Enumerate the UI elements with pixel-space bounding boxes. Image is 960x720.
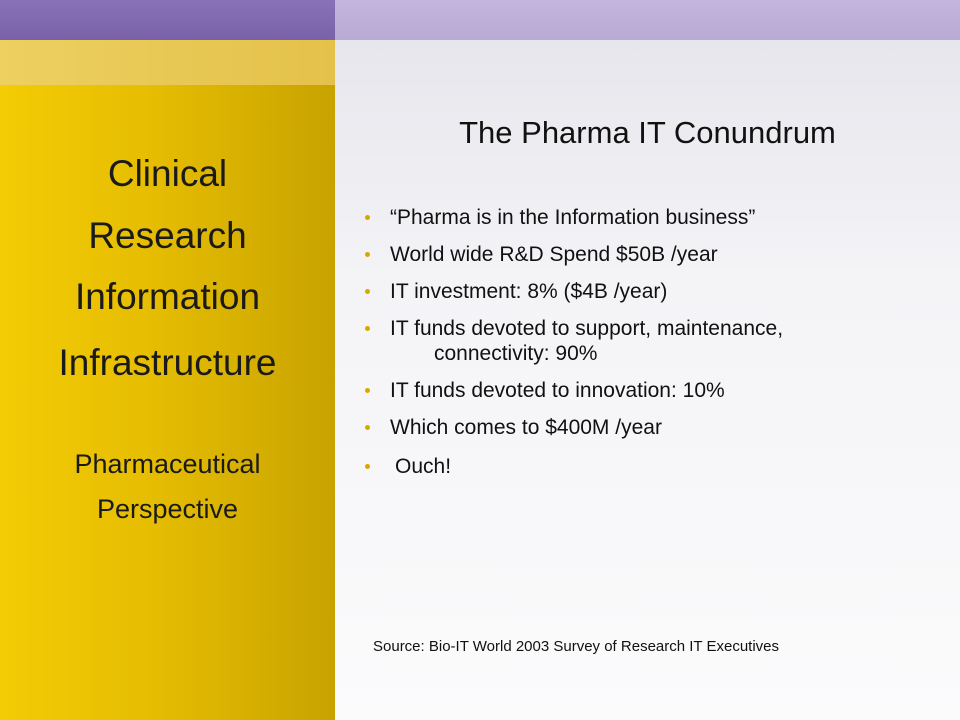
bullet-text: IT funds devoted to innovation: 10% xyxy=(390,379,725,402)
source-citation: Source: Bio-IT World 2003 Survey of Rese… xyxy=(373,638,780,655)
bullet-text: IT investment: 8% ($4B /year) xyxy=(390,280,668,303)
bullet-item: IT funds devoted to support, maintenance… xyxy=(365,316,935,366)
left-title-panel xyxy=(0,85,335,720)
bullet-text: Which comes to $400M /year xyxy=(390,416,662,439)
sidebar-subtitle-line-1: Pharmaceutical xyxy=(74,449,261,479)
content-panel xyxy=(335,40,960,720)
bullet-dot-icon xyxy=(365,252,370,257)
left-accent-band xyxy=(0,40,335,85)
top-banner-right xyxy=(335,0,960,40)
bullet-text: World wide R&D Spend $50B /year xyxy=(390,243,718,266)
bullet-item: IT funds devoted to innovation: 10% xyxy=(365,378,935,403)
bullet-dot-icon xyxy=(365,215,370,220)
sidebar-title-line-4: Infrastructure xyxy=(58,342,277,383)
slide-title: The Pharma IT Conundrum xyxy=(459,115,836,150)
bullet-item: IT investment: 8% ($4B /year) xyxy=(365,279,935,304)
sidebar-title-line-2: Research xyxy=(88,215,247,256)
bullet-text: IT funds devoted to support, maintenance… xyxy=(390,317,784,340)
bullet-item: “Pharma is in the Information business” xyxy=(365,205,935,230)
bullet-list: “Pharma is in the Information business” … xyxy=(365,205,935,479)
sidebar-title-line-3: Information xyxy=(74,276,261,317)
bullet-dot-icon xyxy=(365,464,370,469)
bullet-dot-icon xyxy=(365,289,370,294)
bullet-dot-icon xyxy=(365,425,370,430)
bullet-item: Which comes to $400M /year xyxy=(365,415,935,440)
sidebar-subtitle-line-2: Perspective xyxy=(96,494,239,524)
bullet-item: World wide R&D Spend $50B /year xyxy=(365,242,935,267)
bullet-text: “Pharma is in the Information business” xyxy=(390,206,756,229)
bullet-text-continuation: connectivity: 90% xyxy=(434,342,598,365)
bullet-dot-icon xyxy=(365,326,370,331)
bullet-text-ouch: Ouch! xyxy=(395,455,452,478)
top-banner-left xyxy=(0,0,335,40)
bullet-dot-icon xyxy=(365,388,370,393)
bullet-item-ouch: Ouch! xyxy=(365,454,935,479)
sidebar-title-line-1: Clinical xyxy=(107,153,228,194)
